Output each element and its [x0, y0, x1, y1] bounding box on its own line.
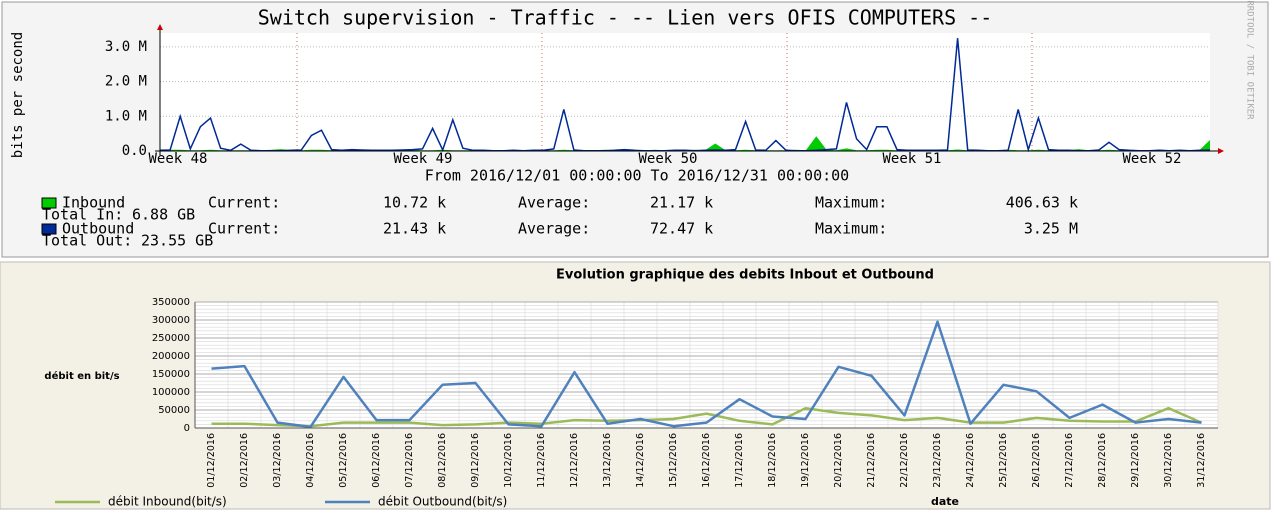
- legend-label: débit Inbound(bit/s): [108, 495, 227, 509]
- legend-swatch: [41, 197, 57, 209]
- legend-stat: Average:: [518, 194, 590, 212]
- legend-name: Outbound: [62, 220, 134, 238]
- x-tick-label: 11/12/2016: [536, 433, 547, 488]
- y-axis-label: débit en bit/s: [44, 370, 119, 382]
- x-tick-label: Week 50: [638, 151, 697, 167]
- x-tick-label: Week 48: [148, 151, 207, 167]
- legend-total: 6.88 GB: [132, 206, 195, 224]
- legend-stat: 406.63 k: [1006, 194, 1078, 212]
- x-tick-label: 21/12/2016: [866, 433, 877, 488]
- x-tick-label: 06/12/2016: [371, 433, 382, 488]
- y-tick-label: 3.0 M: [105, 39, 147, 55]
- y-tick-label: 200000: [152, 351, 190, 362]
- x-tick-label: 05/12/2016: [338, 433, 349, 488]
- legend-stat: 72.47 k: [650, 220, 713, 238]
- x-tick-label: 15/12/2016: [668, 433, 679, 488]
- x-tick-label: 08/12/2016: [437, 433, 448, 488]
- x-tick-label: 04/12/2016: [305, 433, 316, 488]
- y-tick-label: 50000: [158, 405, 190, 416]
- x-tick-label: 26/12/2016: [1031, 433, 1042, 488]
- y-axis-label: bits per second: [10, 32, 26, 158]
- x-tick-label: 07/12/2016: [404, 433, 415, 488]
- x-tick-label: 02/12/2016: [239, 433, 250, 488]
- chart-title: Evolution graphique des debits Inbout et…: [556, 268, 934, 283]
- legend-stat: Maximum:: [815, 220, 887, 238]
- series-line: [211, 320, 1202, 429]
- x-tick-label: 31/12/2016: [1196, 433, 1207, 488]
- legend-stat: Maximum:: [815, 194, 887, 212]
- x-tick-label: 03/12/2016: [272, 433, 283, 488]
- legend-stat: Average:: [518, 220, 590, 238]
- x-tick-label: 10/12/2016: [503, 433, 514, 488]
- legend-swatch: [41, 223, 57, 235]
- period: From 2016/12/01 00:00:00 To 2016/12/31 0…: [425, 167, 849, 185]
- x-tick-label: 30/12/2016: [1163, 433, 1174, 488]
- x-axis-arrow: [1218, 148, 1224, 154]
- legend-stat: Current:: [208, 194, 280, 212]
- y-tick-label: 150000: [152, 369, 190, 380]
- legend-total-label: Total In:: [42, 206, 123, 224]
- y-tick-label: 0.0: [122, 143, 147, 159]
- x-tick-label: 13/12/2016: [602, 433, 613, 488]
- rrd-plot-area: [160, 33, 1210, 151]
- excel-plot-area: [195, 302, 1218, 428]
- x-tick-label: 01/12/2016: [206, 433, 217, 488]
- y-tick-label: 250000: [152, 333, 190, 344]
- y-tick-label: 300000: [152, 315, 190, 326]
- legend-stat: 3.25 M: [1024, 220, 1078, 238]
- x-tick-label: 22/12/2016: [899, 433, 910, 488]
- x-tick-label: 25/12/2016: [998, 433, 1009, 488]
- x-tick-label: 17/12/2016: [734, 433, 745, 488]
- x-tick-label: 23/12/2016: [932, 433, 943, 488]
- y-tick-label: 2.0 M: [105, 74, 147, 90]
- x-tick-label: 27/12/2016: [1064, 433, 1075, 488]
- legend-total-label: Total Out:: [42, 232, 132, 250]
- y-tick-label: 0: [184, 423, 190, 434]
- y-tick-label: 100000: [152, 387, 190, 398]
- x-tick-label: Week 49: [393, 151, 452, 167]
- y-tick-label: 350000: [152, 297, 190, 308]
- watermark: RRDTOOL / TOBI OETIKER: [1245, 0, 1255, 120]
- x-tick-label: 20/12/2016: [833, 433, 844, 488]
- x-tick-label: 09/12/2016: [470, 433, 481, 488]
- chart-title: Switch supervision - Traffic - -- Lien v…: [258, 6, 993, 30]
- legend-stat: 21.43 k: [383, 220, 446, 238]
- legend-label: débit Outbound(bit/s): [378, 495, 507, 509]
- x-tick-label: 29/12/2016: [1130, 433, 1141, 488]
- series-line: [159, 38, 1211, 153]
- x-tick-label: Week 52: [1122, 151, 1181, 167]
- rrd-chart: Switch supervision - Traffic - -- Lien v…: [10, 0, 1255, 249]
- legend-stat: Current:: [208, 220, 280, 238]
- legend-total: 23.55 GB: [141, 232, 213, 250]
- legend-stat: 10.72 k: [383, 194, 446, 212]
- series-line: [211, 406, 1202, 428]
- y-axis-arrow: [157, 24, 163, 30]
- x-tick-label: 19/12/2016: [800, 433, 811, 488]
- x-tick-label: 12/12/2016: [569, 433, 580, 488]
- x-tick-label: 16/12/2016: [701, 433, 712, 488]
- x-tick-label: Week 51: [882, 151, 941, 167]
- excel-chart: Evolution graphique des debits Inbout et…: [44, 268, 1219, 509]
- x-tick-label: 28/12/2016: [1097, 433, 1108, 488]
- legend-name: Inbound: [62, 194, 125, 212]
- x-tick-label: 14/12/2016: [635, 433, 646, 488]
- x-tick-label: 18/12/2016: [767, 433, 778, 488]
- y-tick-label: 1.0 M: [105, 108, 147, 124]
- x-tick-label: 24/12/2016: [965, 433, 976, 488]
- x-axis-label: date: [931, 495, 959, 508]
- legend-stat: 21.17 k: [650, 194, 713, 212]
